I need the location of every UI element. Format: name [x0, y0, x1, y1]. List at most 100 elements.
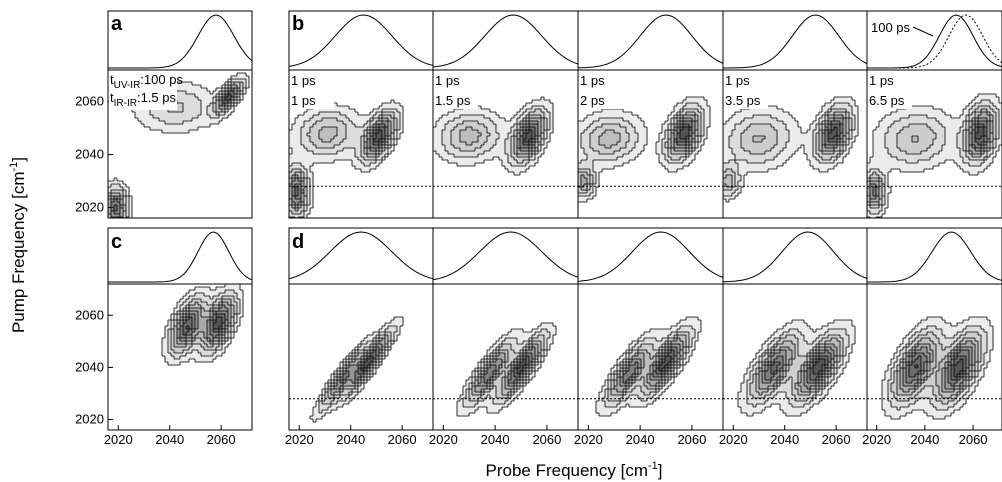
panel-b-3-map-cell [593, 142, 597, 146]
panel-b-5-map-cell [876, 142, 880, 146]
panel-a-map-cell [141, 118, 145, 122]
panel-b-4-map-cell [777, 121, 781, 125]
panel-b-3-map-cell [590, 196, 594, 200]
panel-a-map-cell [195, 118, 199, 122]
panel-b-4-map-cell [852, 124, 856, 128]
panel-b-1-map-cell [379, 139, 383, 143]
panel-b-1-map-cell [292, 151, 296, 155]
panel-b-2-map-cell [505, 142, 509, 146]
panel-b-4-map-cell [843, 136, 847, 140]
panel-b-5-map-cell [972, 148, 976, 152]
panel-b-1-map-cell [325, 130, 329, 134]
panel-c-map-cell [195, 299, 199, 303]
panel-b-2-map-cell [514, 154, 518, 158]
panel-b-4-map-cell [780, 136, 784, 140]
panel-b-4-map-cell [762, 124, 766, 128]
panel-b-1-map-cell [328, 139, 332, 143]
panel-b-1-map-cell [358, 133, 362, 137]
panel-b-3-map-cell [581, 130, 585, 134]
panel-b-4-map-cell [735, 115, 739, 119]
panel-a-map-cell [120, 202, 124, 206]
panel-b-1-map-cell [301, 169, 305, 173]
panel-a-map-cell [219, 103, 223, 107]
panel-b-2-map-cell [490, 151, 494, 155]
panel-b-4-map-cell [756, 151, 760, 155]
panel-b-3-map-cell [623, 130, 627, 134]
panel-b-1-map-cell [304, 190, 308, 194]
panel-b-4-map-cell [834, 136, 838, 140]
panel-b-4-map-cell [849, 142, 853, 146]
panel-b-1-map-cell [319, 118, 323, 122]
panel-b-1-map-cell [331, 151, 335, 155]
panel-b-5-map-cell [963, 145, 967, 149]
panel-b-4-map-cell [822, 127, 826, 131]
panel-b-4-map-cell [849, 103, 853, 107]
panel-a-map-cell [192, 100, 196, 104]
panel-b-2-map-cell [523, 127, 527, 131]
panel-a-map-cell [153, 115, 157, 119]
panel-b-5-map-cell [993, 148, 997, 152]
panel-b-5-map-cell [870, 196, 874, 200]
panel-b-5-map-cell [873, 172, 877, 176]
panel-b-4-map-cell [834, 100, 838, 104]
panel-b-2-map-cell [514, 160, 518, 164]
panel-b-3-map-cell [683, 124, 687, 128]
panel-b-4-map-cell [771, 133, 775, 137]
panel-b-2-map-cell [487, 130, 491, 134]
panel-b-2-map-cell [514, 115, 518, 119]
panel-b-3-map-cell [680, 115, 684, 119]
panel-b-5-map-cell [876, 145, 880, 149]
panel-b-3-map-cell [587, 142, 591, 146]
panel-b-5-map-cell [966, 121, 970, 125]
panel-b-1-map-cell [322, 154, 326, 158]
panel-b-1-map-cell [325, 157, 329, 161]
panel-b-4-map-cell [735, 154, 739, 158]
panel-b-4-map-cell [804, 133, 808, 137]
panel-b-5-map-cell [984, 100, 988, 104]
panel-b-3-map-cell [662, 139, 666, 143]
panel-b-3-map-cell [581, 121, 585, 125]
panel-c-map-cell [207, 308, 211, 312]
panel-a-map-cell [117, 202, 121, 206]
panel-a-map-cell [192, 127, 196, 131]
panel-b-1-map-cell [334, 118, 338, 122]
panel-b-3-map-cell [671, 139, 675, 143]
panel-b-1-map-cell [355, 121, 359, 125]
panel-b-5-map-cell [870, 205, 874, 209]
panel-c-map-cell [186, 308, 190, 312]
panel-a-map-cell [111, 214, 115, 218]
panel-b-1-map-cell [295, 175, 299, 179]
panel-b-1-map-cell [328, 109, 332, 113]
panel-b-3-map-cell [689, 103, 693, 107]
panel-b-5-map-cell [984, 145, 988, 149]
panel-a-map-cell [156, 127, 160, 131]
panel-b-5-map-cell [945, 115, 949, 119]
panel-b-5-map-cell [903, 151, 907, 155]
panel-b-5-map-cell [903, 133, 907, 137]
panel-a-map-cell [231, 100, 235, 104]
panel-b-3-map-cell [695, 103, 699, 107]
panel-b-1-map-cell [364, 148, 368, 152]
panel-b-5-map-cell [921, 157, 925, 161]
panel-b-1-map-cell [370, 124, 374, 128]
panel-b-4-map-cell [729, 163, 733, 167]
panel-b-5-map-cell [933, 142, 937, 146]
panel-b-1-map-cell [322, 139, 326, 143]
panel-c-map-cell [195, 293, 199, 297]
panel-b-3-map-cell [578, 127, 582, 131]
panel-a-map-cell [240, 76, 244, 80]
panel-b-2-map-cell [526, 142, 530, 146]
panel-b-2-map-cell [487, 139, 491, 143]
panel-b-4-map-cell [792, 139, 796, 143]
panel-b-3-map-cell [581, 151, 585, 155]
panel-b-4-map-cell [825, 166, 829, 170]
panel-b-5-map-cell [894, 133, 898, 137]
panel-b-4-map-cell [756, 124, 760, 128]
panel-b-5-map-cell [966, 145, 970, 149]
panel-b-5-map-cell [993, 100, 997, 104]
panel-b-2-map-cell [463, 112, 467, 116]
panel-b-3-map-cell [599, 154, 603, 158]
panel-b-5-map-cell [972, 106, 976, 110]
panel-b-2-map-cell [532, 112, 536, 116]
panel-b-4-map-cell [765, 130, 769, 134]
